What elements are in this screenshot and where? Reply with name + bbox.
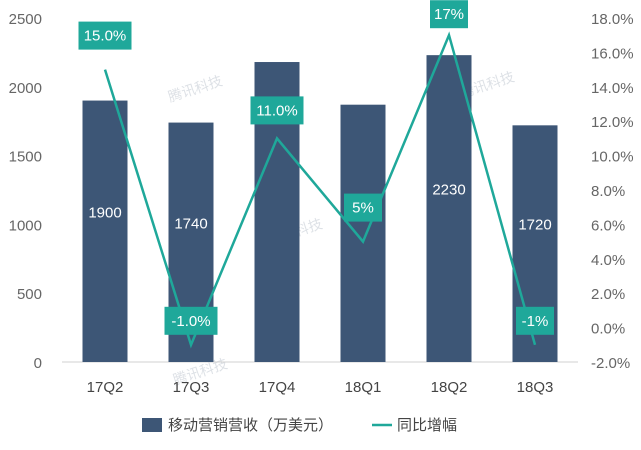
x-axis-tick-label: 17Q3 [173, 379, 210, 396]
bar [426, 55, 472, 362]
x-axis-tick-label: 17Q4 [259, 379, 296, 396]
left-axis-tick-label: 1000 [9, 217, 42, 234]
bar [340, 104, 386, 363]
bar-value-label: 2230 [432, 182, 465, 199]
legend-bar-swatch [142, 418, 162, 432]
line-label-box [430, 0, 468, 29]
bar-value-label: 1720 [518, 217, 551, 234]
right-axis-tick-label: 4.0% [591, 252, 625, 269]
left-axis-tick-label: 1500 [9, 149, 42, 166]
x-axis-tick-label: 18Q3 [517, 379, 554, 396]
left-axis-tick-label: 500 [17, 286, 42, 303]
line-data-label: 5% [352, 200, 374, 217]
right-axis-tick-label: 18.0% [591, 11, 634, 28]
legend-bar-label: 移动营销营收（万美元） [168, 417, 333, 434]
line-data-label: -1% [522, 313, 549, 330]
left-axis-tick-label: 0 [34, 355, 42, 372]
right-axis-tick-label: 8.0% [591, 183, 625, 200]
right-axis-tick-label: 6.0% [591, 217, 625, 234]
line-data-label: 17% [434, 6, 464, 23]
left-axis-tick-label: 2500 [9, 11, 42, 28]
bar [82, 100, 128, 362]
line-label-box [78, 21, 132, 50]
right-axis-tick-label: 0.0% [591, 321, 625, 338]
line-data-label: 15.0% [84, 28, 127, 45]
right-axis-tick-label: 12.0% [591, 114, 634, 131]
bar-value-label: 1900 [88, 204, 121, 221]
right-axis-tick-label: 10.0% [591, 149, 634, 166]
line-label-box [516, 306, 554, 335]
left-axis-tick-label: 2000 [9, 80, 42, 97]
x-axis-tick-label: 18Q1 [345, 379, 382, 396]
right-axis-tick-label: 14.0% [591, 80, 634, 97]
line-series [103, 31, 537, 349]
line-data-label: -1.0% [171, 313, 210, 330]
legend-line-label: 同比增幅 [397, 417, 457, 434]
x-axis-tick-label: 17Q2 [87, 379, 124, 396]
line-label-box [164, 306, 218, 335]
right-axis-tick-label: 2.0% [591, 286, 625, 303]
bar-value-label: 1740 [174, 215, 207, 232]
line-data-label: 11.0% [256, 102, 297, 119]
right-axis-tick-label: -2.0% [591, 355, 630, 372]
line-label-box [344, 193, 382, 222]
x-axis-tick-label: 18Q2 [431, 379, 468, 396]
watermark-text: 腾讯科技 [166, 72, 224, 105]
line-label-box [250, 96, 304, 125]
right-axis-tick-label: 16.0% [591, 45, 634, 62]
